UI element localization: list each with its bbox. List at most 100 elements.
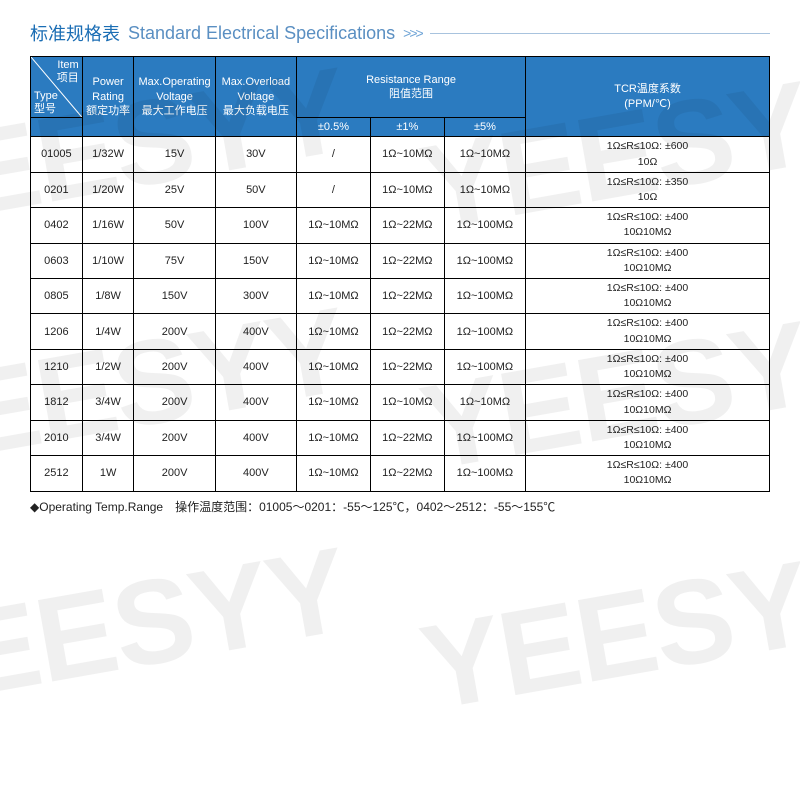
table-row: 18123/4W200V400V1Ω~10MΩ1Ω~10MΩ1Ω~10MΩ1Ω≤… (31, 385, 770, 420)
hdr-maxol-en: Max.Overload Voltage (217, 75, 295, 104)
hdr-tol05: ±0.5% (297, 118, 371, 137)
cell: 1Ω~22MΩ (370, 420, 444, 455)
tcr-cell: 1Ω≤R≤10Ω: ±40010Ω10MΩ (526, 279, 770, 314)
cell: 150V (215, 243, 296, 278)
watermark: YEESYY (0, 520, 357, 737)
cell: 150V (134, 279, 215, 314)
table-row: 25121W200V400V1Ω~10MΩ1Ω~22MΩ1Ω~100MΩ1Ω≤R… (31, 456, 770, 491)
title-chevron: >>> (403, 25, 422, 41)
cell: 1Ω~10MΩ (297, 243, 371, 278)
table-row: 12101/2W200V400V1Ω~10MΩ1Ω~22MΩ1Ω~100MΩ1Ω… (31, 349, 770, 384)
cell: 1/2W (82, 349, 134, 384)
cell: 0402 (31, 208, 83, 243)
cell: 1Ω~100MΩ (444, 456, 525, 491)
tcr-cell: 1Ω≤R≤10Ω: ±40010Ω10MΩ (526, 420, 770, 455)
hdr-maxop-cn: 最大工作电压 (135, 104, 213, 118)
cell: 1/20W (82, 172, 134, 207)
cell: 1Ω~100MΩ (444, 208, 525, 243)
cell: 400V (215, 349, 296, 384)
cell: 25V (134, 172, 215, 207)
cell: 0603 (31, 243, 83, 278)
table-header: Item 项目 Type 型号 Power Rating 额定功率 Max.Op… (31, 57, 770, 137)
hdr-tol5: ±5% (444, 118, 525, 137)
cell: 300V (215, 279, 296, 314)
cell: 1/8W (82, 279, 134, 314)
tcr-cell: 1Ω≤R≤10Ω: ±40010Ω10MΩ (526, 349, 770, 384)
cell: 1/10W (82, 243, 134, 278)
footnote: ◆Operating Temp.Range 操作温度范围：01005～0201：… (30, 498, 770, 515)
tcr-cell: 1Ω≤R≤10Ω: ±60010Ω (526, 137, 770, 172)
cell: 1Ω~100MΩ (444, 420, 525, 455)
cell: 200V (134, 420, 215, 455)
table-row: 12061/4W200V400V1Ω~10MΩ1Ω~22MΩ1Ω~100MΩ1Ω… (31, 314, 770, 349)
hdr-maxop-en: Max.Operating Voltage (135, 75, 213, 104)
cell: 400V (215, 385, 296, 420)
table-body: 010051/32W15V30V/1Ω~10MΩ1Ω~10MΩ1Ω≤R≤10Ω:… (31, 137, 770, 491)
cell: 1Ω~22MΩ (370, 456, 444, 491)
diagonal-line-icon (31, 57, 82, 117)
cell: 1Ω~10MΩ (297, 420, 371, 455)
cell: 200V (134, 456, 215, 491)
cell: 50V (134, 208, 215, 243)
cell: 1Ω~100MΩ (444, 314, 525, 349)
cell: 1/16W (82, 208, 134, 243)
cell: 1Ω~22MΩ (370, 243, 444, 278)
hdr-power-en: Power Rating (84, 75, 133, 104)
cell: 0201 (31, 172, 83, 207)
watermark: YEESYY (412, 520, 800, 737)
table-row: 06031/10W75V150V1Ω~10MΩ1Ω~22MΩ1Ω~100MΩ1Ω… (31, 243, 770, 278)
cell: 1Ω~10MΩ (370, 137, 444, 172)
cell: 1Ω~22MΩ (370, 314, 444, 349)
hdr-maxol: Max.Overload Voltage 最大负载电压 (215, 57, 296, 137)
hdr-tcr-cn: TCR温度系数 (527, 82, 768, 96)
hdr-res-range: Resistance Range 阻值范围 (297, 57, 526, 118)
cell: 200V (134, 314, 215, 349)
cell: 400V (215, 314, 296, 349)
title-row: 标准规格表 Standard Electrical Specifications… (30, 20, 770, 46)
cell: 50V (215, 172, 296, 207)
cell: 1Ω~10MΩ (444, 385, 525, 420)
cell: 3/4W (82, 420, 134, 455)
cell: / (297, 172, 371, 207)
tcr-cell: 1Ω≤R≤10Ω: ±40010Ω10MΩ (526, 385, 770, 420)
cell: 100V (215, 208, 296, 243)
cell: 1812 (31, 385, 83, 420)
hdr-maxop: Max.Operating Voltage 最大工作电压 (134, 57, 215, 137)
cell: 400V (215, 420, 296, 455)
cell: 200V (134, 349, 215, 384)
cell: 1Ω~10MΩ (444, 137, 525, 172)
cell: 1Ω~10MΩ (444, 172, 525, 207)
hdr-power-cn: 额定功率 (84, 104, 133, 118)
cell: 1Ω~10MΩ (297, 314, 371, 349)
title-cn: 标准规格表 (30, 20, 120, 46)
cell: 2010 (31, 420, 83, 455)
cell: 75V (134, 243, 215, 278)
cell: 1Ω~100MΩ (444, 349, 525, 384)
hdr-tol1: ±1% (370, 118, 444, 137)
cell: 1210 (31, 349, 83, 384)
cell: 0805 (31, 279, 83, 314)
cell: 2512 (31, 456, 83, 491)
cell: 1Ω~22MΩ (370, 349, 444, 384)
cell: 1Ω~10MΩ (297, 279, 371, 314)
cell: 1Ω~22MΩ (370, 208, 444, 243)
title-divider (430, 33, 770, 34)
cell: 400V (215, 456, 296, 491)
hdr-tcr: TCR温度系数 (PPM/℃) (526, 57, 770, 137)
cell: / (297, 137, 371, 172)
hdr-res-en: Resistance Range (298, 73, 524, 87)
cell: 30V (215, 137, 296, 172)
tcr-cell: 1Ω≤R≤10Ω: ±40010Ω10MΩ (526, 314, 770, 349)
table-row: 08051/8W150V300V1Ω~10MΩ1Ω~22MΩ1Ω~100MΩ1Ω… (31, 279, 770, 314)
cell: 1Ω~10MΩ (297, 349, 371, 384)
cell: 1W (82, 456, 134, 491)
cell: 1Ω~10MΩ (297, 208, 371, 243)
hdr-res-cn: 阻值范围 (298, 87, 524, 101)
cell: 200V (134, 385, 215, 420)
hdr-item-type: Item 项目 Type 型号 (31, 57, 83, 118)
hdr-power: Power Rating 额定功率 (82, 57, 134, 137)
cell: 3/4W (82, 385, 134, 420)
table-row: 010051/32W15V30V/1Ω~10MΩ1Ω~10MΩ1Ω≤R≤10Ω:… (31, 137, 770, 172)
cell: 1Ω~100MΩ (444, 243, 525, 278)
hdr-tcr-unit: (PPM/℃) (527, 97, 768, 111)
